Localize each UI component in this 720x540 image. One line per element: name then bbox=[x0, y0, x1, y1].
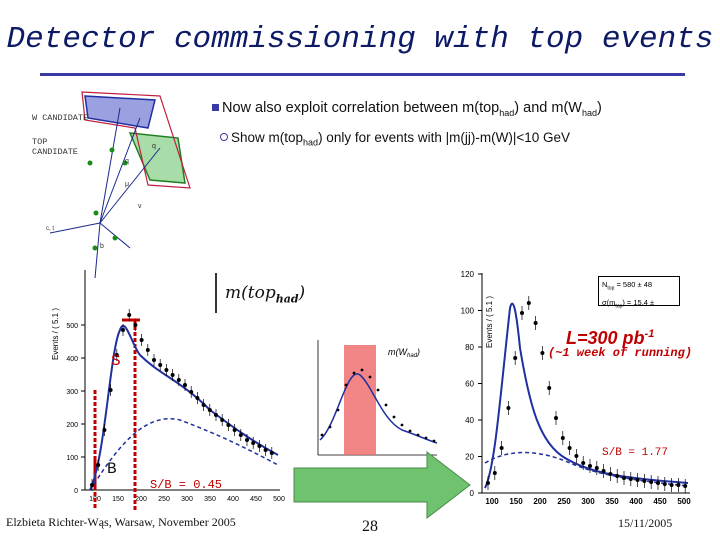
event-display: q q μ b ν c, t bbox=[46, 91, 191, 279]
inset-point bbox=[336, 408, 340, 412]
right-y-tick: 40 bbox=[465, 416, 474, 425]
right-x-tick: 150 bbox=[509, 497, 523, 506]
inset-fit bbox=[319, 373, 438, 444]
title-rule bbox=[40, 73, 685, 76]
right-fit-curve bbox=[484, 302, 689, 489]
tracks bbox=[49, 107, 161, 279]
inset-point bbox=[360, 368, 364, 372]
right-y-tick: 80 bbox=[465, 343, 474, 352]
outline-arc bbox=[81, 91, 191, 189]
right-y-tick: 100 bbox=[461, 307, 475, 316]
lumi-label: L=300 pb-1 bbox=[566, 328, 655, 348]
left-x-tick: 150 bbox=[112, 496, 124, 503]
stat-box: Ntop = 580 ± 48 σ(mtop) = 15.4 ± bbox=[598, 276, 680, 309]
track-dots bbox=[87, 147, 128, 251]
right-plot: 0 20 40 60 80 100 120 100 150 200 250 300 350 400 450… bbox=[461, 270, 692, 506]
top-candidate-label-2: CANDIDATE bbox=[32, 147, 78, 157]
right-y-tick: 0 bbox=[470, 489, 475, 498]
left-x-tick: 200 bbox=[135, 496, 147, 503]
right-y-tick: 20 bbox=[465, 453, 474, 462]
left-x-tick: 400 bbox=[227, 496, 239, 503]
right-x-tick: 350 bbox=[605, 497, 619, 506]
left-bkg-curve bbox=[89, 417, 279, 491]
right-ylabel: Events / ( 5.1 ) bbox=[485, 296, 494, 348]
footer-page-number: 28 bbox=[362, 518, 378, 535]
left-x-tick: 300 bbox=[181, 496, 193, 503]
inset-window bbox=[344, 345, 376, 455]
inset-points bbox=[320, 368, 436, 443]
sb-right: S/B = 1.77 bbox=[602, 447, 669, 459]
label-ct: c, t bbox=[46, 226, 54, 232]
top-candidate-label-1: TOP bbox=[32, 137, 48, 147]
left-y-tick: 400 bbox=[66, 356, 78, 363]
right-data-points bbox=[486, 296, 688, 493]
inset-point bbox=[368, 375, 372, 379]
right-y-ticks: 0 20 40 60 80 100 120 bbox=[461, 270, 482, 498]
arrow-icon bbox=[293, 450, 471, 520]
right-x-tick: 250 bbox=[557, 497, 571, 506]
lumi-note: (~1 week of running) bbox=[548, 346, 693, 360]
w-candidate-label: W CANDIDATE bbox=[32, 113, 89, 123]
right-x-tick: 200 bbox=[533, 497, 547, 506]
inset-point bbox=[376, 388, 380, 392]
left-fit-curve bbox=[89, 325, 279, 491]
left-x-tick: 350 bbox=[204, 496, 216, 503]
inset-point bbox=[320, 433, 324, 437]
square-bullet-icon bbox=[212, 104, 219, 111]
label-b1: b bbox=[100, 243, 104, 250]
left-x-tick: 450 bbox=[250, 496, 262, 503]
circle-bullet-icon bbox=[220, 133, 228, 141]
left-plot: 0 100 200 300 400 500 100 150 200 250 300 350 400 45… bbox=[51, 270, 285, 510]
label-q1: q bbox=[125, 158, 129, 165]
right-y-tick: 120 bbox=[461, 270, 475, 279]
sb-left: S/B = 0.45 bbox=[150, 478, 223, 492]
right-x-tick: 400 bbox=[629, 497, 643, 506]
right-x-tick: 450 bbox=[653, 497, 667, 506]
left-y-ticks: 0 100 200 300 400 500 bbox=[66, 323, 85, 495]
left-y-tick: 100 bbox=[66, 455, 78, 462]
right-y-tick: 60 bbox=[465, 380, 474, 389]
b-label: B bbox=[107, 460, 117, 478]
left-ylabel: Events / ( 5.1 ) bbox=[51, 308, 60, 360]
inset-point bbox=[344, 383, 348, 387]
left-y-tick: 300 bbox=[66, 389, 78, 396]
left-data-points bbox=[90, 309, 274, 491]
right-x-ticks: 100 150 200 250 300 350 400 450 500 bbox=[485, 497, 691, 506]
label-q2: q bbox=[152, 143, 156, 150]
inset-plot: m(Whad) bbox=[312, 335, 442, 465]
s-label: S bbox=[111, 352, 121, 370]
slide-title: Detector commissioning with top events bbox=[6, 22, 714, 57]
w-candidate-wedge bbox=[84, 95, 156, 129]
left-y-tick: 200 bbox=[66, 422, 78, 429]
inset-point bbox=[424, 436, 428, 440]
inset-label: m(Whad) bbox=[388, 347, 420, 359]
right-x-tick: 100 bbox=[485, 497, 499, 506]
left-x-tick: 250 bbox=[158, 496, 170, 503]
inset-point bbox=[352, 371, 356, 375]
left-y-tick: 0 bbox=[74, 488, 78, 495]
inset-point bbox=[392, 415, 396, 419]
inset-point bbox=[432, 439, 436, 443]
mtop-label: m(tophad) bbox=[215, 273, 325, 313]
inset-point bbox=[328, 425, 332, 429]
right-x-tick: 300 bbox=[581, 497, 595, 506]
inset-point bbox=[408, 429, 412, 433]
bullet-main: Now also exploit correlation between m(t… bbox=[212, 100, 602, 118]
footer-author: Elzbieta Richter-Wąs, Warsaw, November 2… bbox=[6, 515, 236, 529]
bullet-sub: Show m(tophad) only for events with |m(j… bbox=[220, 130, 570, 148]
label-nu: ν bbox=[138, 203, 142, 210]
footer-date: 15/11/2005 bbox=[618, 516, 673, 530]
left-x-tick: 500 bbox=[273, 496, 285, 503]
left-y-tick: 500 bbox=[66, 323, 78, 330]
inset-point bbox=[416, 433, 420, 437]
inset-point bbox=[400, 423, 404, 427]
right-x-tick: 500 bbox=[677, 497, 691, 506]
inset-point bbox=[384, 403, 388, 407]
label-mu: μ bbox=[125, 181, 129, 188]
